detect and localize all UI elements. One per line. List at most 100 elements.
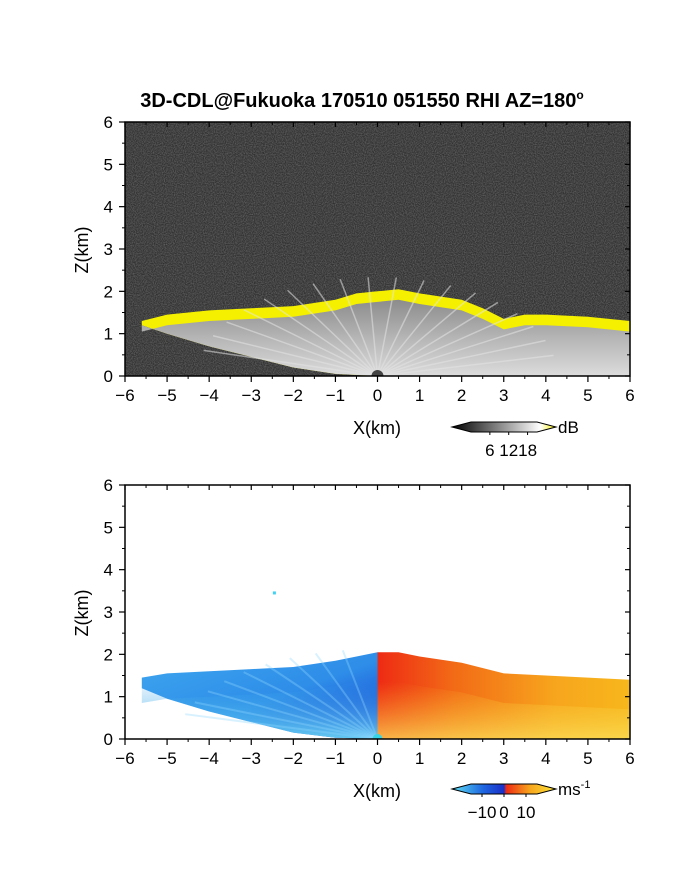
- y-tick-label: 3: [104, 240, 113, 259]
- velocity-x-axis-label: X(km): [353, 781, 401, 801]
- x-tick-label: −6: [115, 749, 134, 768]
- radial-streak: [339, 278, 379, 376]
- snr-y-axis: 0 1 2 3 4 5 6: [104, 113, 630, 386]
- snr-colorbar: 6 12 18 dB: [450, 418, 579, 460]
- x-tick-label: 4: [541, 749, 550, 768]
- velocity-colorbar: −10 0 10 ms-1: [450, 779, 590, 822]
- x-tick-label: −1: [326, 386, 345, 405]
- radial-streak: [286, 289, 379, 376]
- x-tick-label: 4: [541, 386, 550, 405]
- velocity-colorbar-unit: ms-1: [558, 779, 590, 799]
- radial-streak: [376, 277, 398, 376]
- x-tick-label: 6: [625, 749, 634, 768]
- colorbar-tick-label: 12: [499, 441, 518, 460]
- colorbar-tick-label: 18: [518, 441, 537, 460]
- x-tick-label: −4: [199, 386, 218, 405]
- velocity-colorbar-ticks: −10 0 10: [468, 794, 536, 822]
- snr-x-axis: −6 −5 −4 −3 −2 −1 0 1 2 3 4 5 6: [115, 122, 635, 405]
- radial-streak: [377, 301, 499, 376]
- radial-streak: [243, 671, 378, 739]
- x-tick-label: 0: [373, 749, 382, 768]
- radial-streak: [226, 321, 378, 376]
- velocity-origin-marker: [372, 734, 383, 739]
- x-tick-label: 3: [499, 386, 508, 405]
- velocity-unit-exponent: -1: [581, 779, 591, 791]
- velocity-radial-streaks: [185, 650, 379, 739]
- x-tick-label: −5: [157, 749, 176, 768]
- radial-streak: [207, 690, 378, 739]
- snr-radial-streaks: [203, 277, 554, 376]
- radial-streak: [376, 285, 452, 376]
- x-tick-label: −6: [115, 386, 134, 405]
- radial-streak: [289, 657, 379, 739]
- velocity-colorbar-bar: [450, 783, 558, 795]
- figure-title: 3D-CDL@Fukuoka 170510 051550 RHI AZ=180o: [140, 88, 584, 112]
- velocity-x-axis: −6 −5 −4 −3 −2 −1 0 1 2 3 4 5 6: [115, 485, 635, 768]
- x-tick-label: 1: [415, 386, 424, 405]
- y-tick-label: 2: [104, 645, 113, 664]
- radial-streak: [367, 277, 379, 376]
- x-tick-label: 0: [373, 386, 382, 405]
- radial-streak: [377, 313, 518, 376]
- x-tick-label: 5: [583, 749, 592, 768]
- x-tick-label: −5: [157, 386, 176, 405]
- snr-origin-marker: [371, 370, 384, 376]
- radial-streak: [243, 309, 378, 376]
- snr-colorbar-ticks: 6 12 18: [485, 432, 537, 460]
- y-tick-label: 4: [104, 198, 113, 217]
- x-tick-label: 6: [625, 386, 634, 405]
- radial-streak: [377, 354, 554, 376]
- x-tick-label: 2: [457, 749, 466, 768]
- colorbar-tick-label: 6: [485, 441, 494, 460]
- velocity-y-axis: 0 1 2 3 4 5 6: [104, 476, 630, 749]
- y-tick-label: 1: [104, 688, 113, 707]
- radial-streak: [377, 292, 477, 376]
- snr-colorbar-unit: dB: [558, 418, 579, 437]
- velocity-y-axis-label: Z(km): [72, 590, 92, 637]
- x-tick-label: 2: [457, 386, 466, 405]
- velocity-approaching-low-layer: [141, 677, 378, 739]
- y-tick-label: 1: [104, 325, 113, 344]
- radial-streak: [377, 325, 534, 376]
- x-tick-label: −2: [284, 386, 303, 405]
- x-tick-label: −1: [326, 749, 345, 768]
- y-tick-label: 6: [104, 476, 113, 495]
- x-tick-label: 5: [583, 386, 592, 405]
- x-tick-label: −2: [284, 749, 303, 768]
- radial-streak: [194, 701, 378, 739]
- x-tick-label: −3: [242, 749, 261, 768]
- snr-colorbar-bar: [450, 421, 558, 433]
- x-tick-label: 3: [499, 749, 508, 768]
- velocity-unit-base: ms: [558, 780, 581, 799]
- y-tick-label: 4: [104, 561, 113, 580]
- y-tick-label: 2: [104, 282, 113, 301]
- x-tick-label: −3: [242, 386, 261, 405]
- y-tick-label: 0: [104, 367, 113, 386]
- radial-streak: [185, 713, 378, 739]
- velocity-receding-low-layer: [377, 681, 630, 739]
- radial-streak: [263, 298, 378, 376]
- snr-plot-area: [125, 122, 630, 376]
- degree-superscript: o: [576, 88, 583, 102]
- radial-streak: [265, 663, 379, 739]
- y-tick-label: 5: [104, 155, 113, 174]
- radial-streak: [312, 283, 379, 376]
- y-tick-label: 6: [104, 113, 113, 132]
- x-tick-label: 1: [415, 749, 424, 768]
- radial-streak: [314, 652, 379, 739]
- y-tick-label: 0: [104, 730, 113, 749]
- x-tick-label: −4: [199, 749, 218, 768]
- radial-streak: [203, 349, 378, 376]
- figure-title-text: 3D-CDL@Fukuoka 170510 051550 RHI AZ=180: [140, 90, 576, 112]
- y-tick-label: 3: [104, 603, 113, 622]
- radial-streak: [223, 680, 378, 739]
- y-tick-label: 5: [104, 518, 113, 537]
- colorbar-tick-label: 10: [517, 803, 536, 822]
- velocity-isolated-point: [272, 591, 276, 595]
- snr-echo-region: [141, 299, 630, 376]
- snr-x-axis-label: X(km): [353, 418, 401, 438]
- radial-streak: [377, 339, 546, 376]
